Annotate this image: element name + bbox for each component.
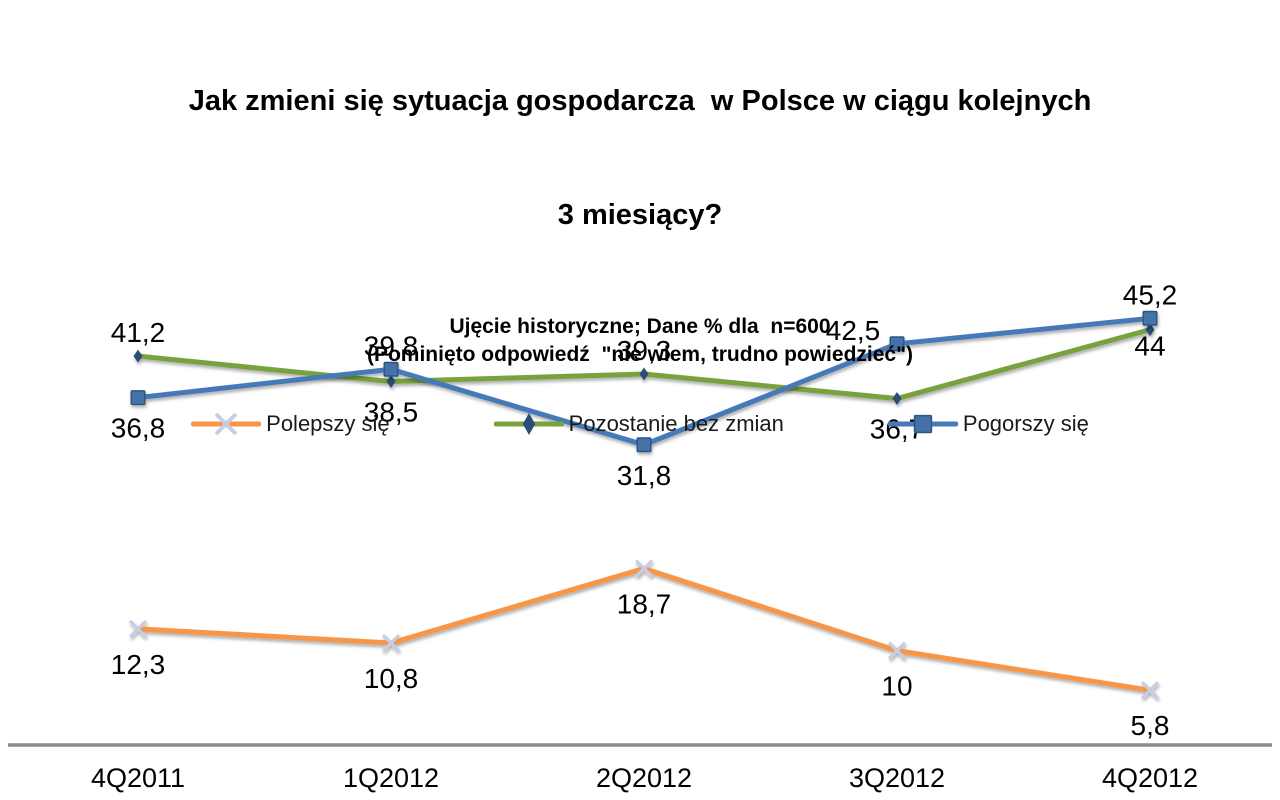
square-marker-icon <box>636 437 652 453</box>
diamond-marker-icon <box>493 412 565 436</box>
chart-header: Jak zmieni się sytuacja gospodarcza w Po… <box>0 0 1280 369</box>
diamond-marker-icon <box>1145 323 1155 337</box>
square-marker-icon <box>913 414 933 434</box>
diamond-marker-icon <box>892 392 902 406</box>
x-marker-icon <box>129 620 147 638</box>
chart-title-line2: 3 miesiący? <box>557 199 723 231</box>
data-point-label: 41,2 <box>111 317 166 348</box>
diamond-marker-icon <box>133 349 143 363</box>
square-marker-icon <box>889 336 905 352</box>
x-marker-icon <box>635 559 653 578</box>
data-point-label: 12,3 <box>111 649 166 680</box>
data-point-label: 36,8 <box>111 413 166 444</box>
x-marker-icon <box>190 412 262 436</box>
chart-note: (Pominięto odpowiedź "nie wiem, trudno p… <box>366 343 914 366</box>
data-point-label: 39,8 <box>364 330 419 361</box>
data-point-label: 31,8 <box>617 460 672 491</box>
data-point-label: 5,8 <box>1131 710 1170 741</box>
data-point-label: 42,5 <box>826 315 881 346</box>
series-pogorszy-si- <box>130 310 1158 453</box>
legend-item-pozostanie-bez-zmian: Pozostanie bez zmian <box>493 411 784 437</box>
x-axis-label: 4Q2012 <box>1102 763 1198 793</box>
data-point-label: 10 <box>881 671 912 702</box>
series-labels: 12,3 10,8 18,7 10 5,8 <box>111 588 1170 741</box>
data-point-label: 45,2 <box>1123 279 1178 310</box>
series-polepszy-si- <box>129 559 1159 699</box>
data-point-label: 10,8 <box>364 663 419 694</box>
data-point-label: 44 <box>1134 331 1165 362</box>
x-axis-label: 1Q2012 <box>343 763 439 793</box>
legend-label: Pozostanie bez zmian <box>568 411 784 436</box>
square-marker-icon <box>383 361 399 377</box>
diamond-marker-icon <box>522 413 535 435</box>
data-point-label: 38,5 <box>364 397 419 428</box>
legend-label: Pogorszy się <box>962 411 1089 436</box>
chart-title: Jak zmieni się sytuacja gospodarcza w Po… <box>0 6 1280 310</box>
legend-label: Polepszy się <box>266 411 390 436</box>
data-point-label: 39,3 <box>617 335 672 366</box>
square-marker-icon <box>1142 310 1158 326</box>
legend: Polepszy się Pozostanie bez zmian Pogors… <box>0 411 1280 437</box>
x-axis-label: 2Q2012 <box>596 763 692 793</box>
legend-item-polepszy-sie: Polepszy się <box>190 411 390 437</box>
x-marker-icon <box>382 634 400 652</box>
chart-title-line1: Jak zmieni się sytuacja gospodarcza w Po… <box>188 85 1092 117</box>
diamond-marker-icon <box>639 367 649 381</box>
chart-subtitle: Ujęcie historyczne; Dane % dla n=600 <box>449 315 831 338</box>
x-marker-icon <box>888 641 906 660</box>
series-labels: 36,8 39,8 31,8 42,5 45,2 <box>111 279 1178 490</box>
x-axis-label: 3Q2012 <box>849 763 945 793</box>
data-point-label: 18,7 <box>617 588 672 619</box>
square-marker-icon <box>130 390 146 406</box>
x-marker-icon <box>1141 681 1159 699</box>
x-axis-label: 4Q2011 <box>91 763 185 793</box>
series-line <box>135 565 1153 693</box>
legend-item-pogorszy-sie: Pogorszy się <box>887 411 1089 437</box>
series-pozostanie-bez-zmian <box>133 323 1155 406</box>
series-labels: 41,238,539,336,744 <box>111 317 1166 444</box>
diamond-marker-icon <box>386 375 396 389</box>
square-marker-icon <box>887 412 959 436</box>
x-marker-icon <box>215 413 237 435</box>
